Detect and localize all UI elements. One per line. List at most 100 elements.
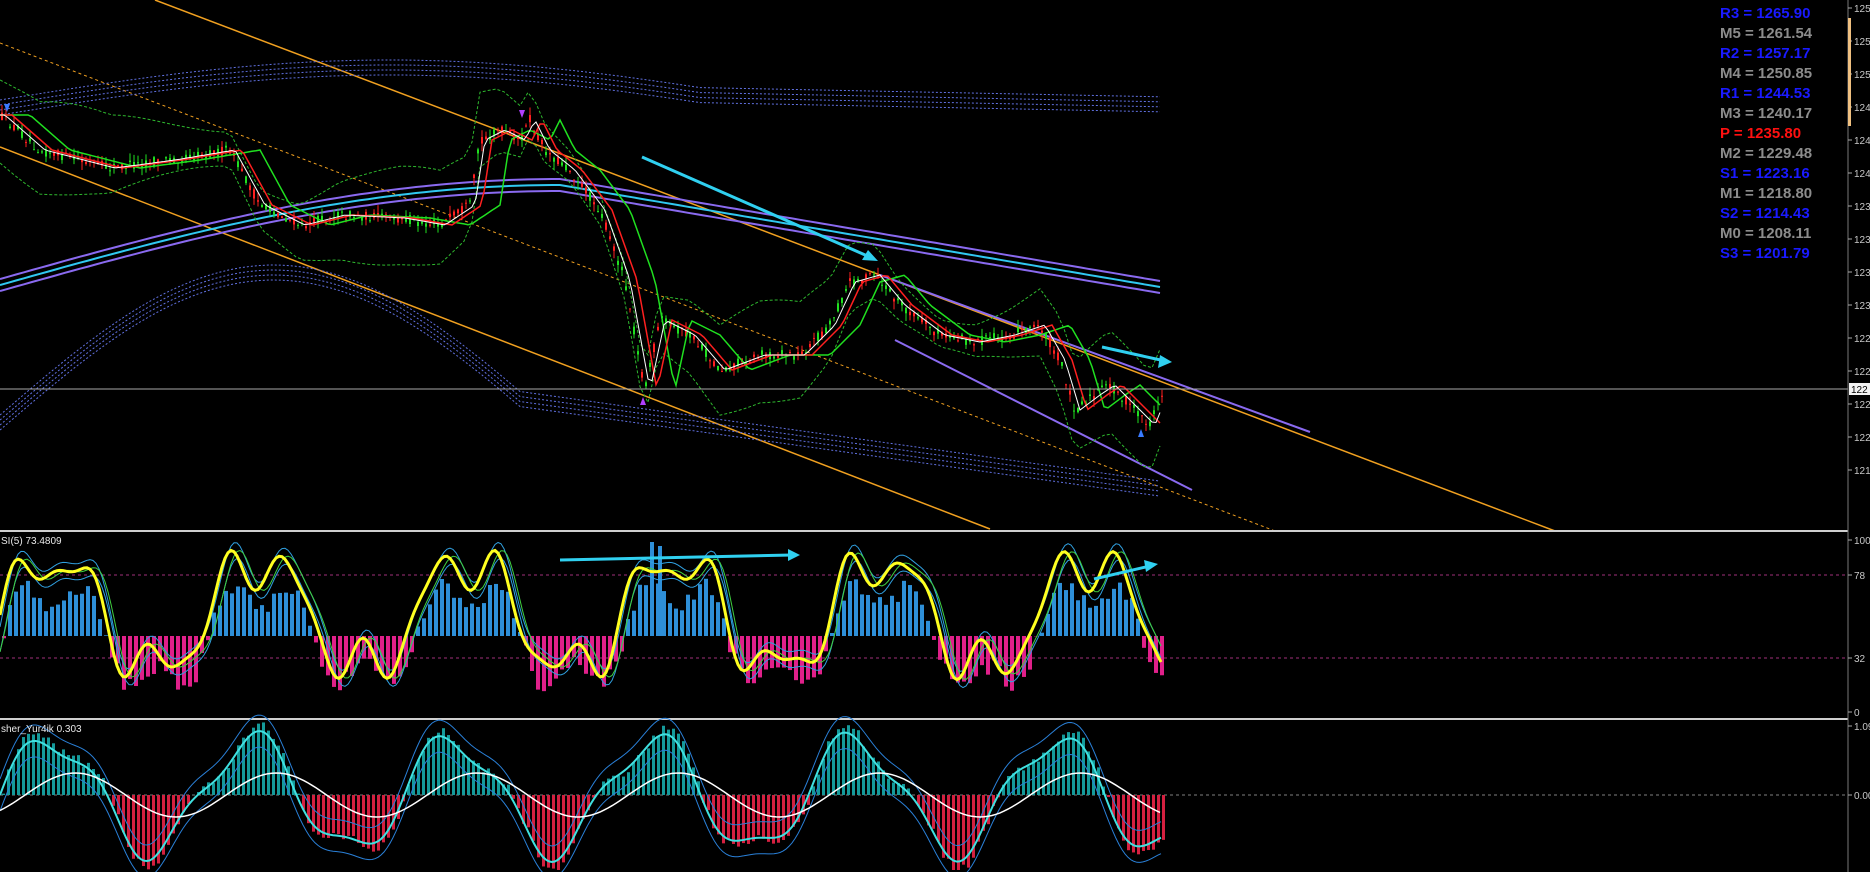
rsi-hist-bar bbox=[152, 636, 156, 675]
rsi-hist-bar bbox=[998, 636, 1002, 667]
rsi-hist-bar bbox=[1142, 636, 1146, 648]
candle-body bbox=[17, 126, 19, 130]
fisher-hist-bar bbox=[1157, 795, 1160, 843]
fisher-hist-bar bbox=[827, 741, 830, 795]
rsi-hist-bar bbox=[236, 586, 240, 636]
rsi-hist-bar bbox=[1070, 583, 1074, 636]
fisher-hist-bar bbox=[812, 786, 815, 795]
fisher-hist-bar bbox=[222, 770, 225, 795]
rsi-hist-bar bbox=[980, 636, 984, 666]
rsi-hist-bar bbox=[506, 591, 510, 636]
price-tick-label: 124 bbox=[1854, 136, 1870, 147]
candle-body bbox=[421, 221, 423, 224]
pivot-label: M1 = 1218.80 bbox=[1720, 185, 1812, 202]
price-tick-label: 124 bbox=[1854, 103, 1870, 114]
candle-body bbox=[721, 371, 723, 373]
fisher-hist-bar bbox=[417, 759, 420, 795]
candle-body bbox=[685, 329, 687, 337]
candle-body bbox=[793, 355, 795, 360]
rsi-hist-bar bbox=[362, 636, 366, 659]
rsi-hist-bar bbox=[674, 608, 678, 636]
price-tick-label: 123 bbox=[1854, 202, 1870, 213]
rsi-hist-bar bbox=[986, 636, 990, 675]
candle-body bbox=[821, 331, 823, 338]
rsi-hist-bar bbox=[524, 636, 528, 646]
rsi-pane[interactable]: SI(5) 73.4809 bbox=[0, 536, 1848, 692]
candle-body bbox=[993, 333, 995, 339]
candle-body bbox=[113, 164, 115, 166]
rsi-hist-bar bbox=[884, 604, 888, 636]
candle-body bbox=[53, 151, 55, 156]
rsi-hist-bar bbox=[116, 636, 120, 664]
candle-body bbox=[221, 146, 223, 157]
rsi-hist-bar bbox=[914, 591, 918, 636]
scroll-marker[interactable] bbox=[1848, 18, 1851, 126]
candle-body bbox=[345, 219, 347, 221]
fisher-hist-bar bbox=[1007, 776, 1010, 795]
candle-body bbox=[985, 335, 987, 337]
fisher-hist-bar bbox=[162, 795, 165, 855]
rsi-hist-bar bbox=[302, 607, 306, 636]
fisher-hist-bar bbox=[807, 795, 810, 805]
candle-body bbox=[29, 138, 31, 142]
rsi-signal-line bbox=[0, 549, 1162, 680]
rsi-hist-bar bbox=[668, 603, 672, 636]
fisher-hist-bar bbox=[427, 737, 430, 795]
rsi-hist-bar bbox=[260, 605, 264, 636]
rsi-hist-bar bbox=[1094, 605, 1098, 636]
rsi-hist-bar bbox=[254, 608, 258, 636]
rsi-hist-bar bbox=[716, 602, 720, 636]
pivot-label: M5 = 1261.54 bbox=[1720, 25, 1813, 42]
candle-body bbox=[437, 223, 439, 227]
rsi-hist-bar bbox=[86, 586, 90, 636]
candle-body bbox=[777, 356, 779, 358]
fisher-hist-bar bbox=[622, 776, 625, 795]
fisher-hist-bar bbox=[157, 795, 160, 864]
pivot-label: M2 = 1229.48 bbox=[1720, 145, 1812, 162]
candle-body bbox=[493, 129, 495, 135]
fisher-hist-bar bbox=[237, 745, 240, 795]
fisher-hist-bar bbox=[852, 728, 855, 795]
fisher-hist-bar bbox=[832, 738, 835, 795]
candle-body bbox=[289, 219, 291, 221]
rsi-hist-bar bbox=[908, 585, 912, 636]
fisher-hist-bar bbox=[207, 782, 210, 795]
candle-body bbox=[733, 363, 735, 369]
rsi-hist-bar bbox=[500, 590, 504, 636]
fisher-drawings bbox=[0, 714, 1165, 872]
fisher-hist-bar bbox=[337, 795, 340, 835]
fisher-hist-bar bbox=[662, 725, 665, 795]
fisher-hist-bar bbox=[37, 733, 40, 795]
fisher-hist-bar bbox=[887, 778, 890, 795]
fisher-pane[interactable]: sher_Yur4ik 0.303 bbox=[0, 714, 1848, 872]
candle-body bbox=[869, 273, 871, 275]
slow-ma-lower bbox=[0, 190, 1161, 294]
candle-body bbox=[69, 154, 71, 158]
candle-body bbox=[1033, 324, 1035, 327]
channel-lower-line bbox=[0, 146, 991, 530]
rsi-hist-bar bbox=[590, 636, 594, 676]
rsi-hist-bar bbox=[1160, 636, 1164, 676]
arrow-line bbox=[559, 553, 793, 562]
fisher-hist-bar bbox=[707, 795, 710, 811]
rsi-hist-bar bbox=[1082, 595, 1086, 636]
rsi-hist-bar bbox=[658, 546, 662, 636]
fisher-hist-bar bbox=[452, 741, 455, 795]
support-line bbox=[894, 339, 1193, 491]
candle-body bbox=[709, 360, 711, 362]
candle-body bbox=[1013, 336, 1015, 339]
candle-body bbox=[61, 154, 63, 161]
fisher-hist-bar bbox=[187, 795, 190, 805]
fisher-hist-bar bbox=[647, 748, 650, 795]
candle-body bbox=[525, 125, 527, 127]
price-axis[interactable]: 125 125 125 124 124 124 123 123 123 123 122 122 122 1… bbox=[1848, 4, 1870, 477]
rsi-hist-bar bbox=[296, 590, 300, 636]
price-pane[interactable] bbox=[0, 0, 1848, 532]
price-tick-label: 122 bbox=[1854, 433, 1870, 444]
ma-white-line bbox=[0, 114, 1161, 424]
fisher-hist-bar bbox=[502, 784, 505, 795]
rsi-hist-bar bbox=[632, 610, 636, 636]
arrow-line bbox=[1101, 345, 1166, 363]
fractal-down-icon bbox=[519, 110, 525, 118]
